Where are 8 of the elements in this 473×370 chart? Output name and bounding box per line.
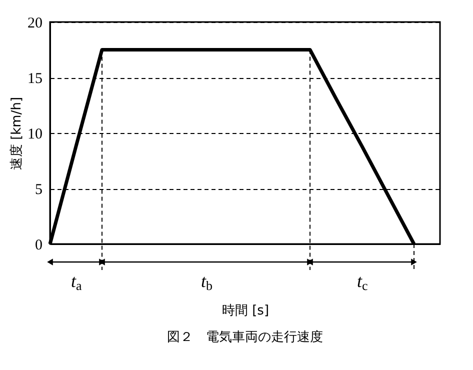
y-tick-label: 20 [28, 16, 42, 32]
y-tick-label: 10 [28, 126, 42, 142]
text: 図２ 電気車両の走行速度 [167, 329, 323, 345]
x-axis-title: 時間 [s] [222, 304, 270, 318]
y-tick-label: 15 [28, 71, 42, 87]
y-tick-label: 0 [35, 238, 42, 254]
y-tick-label: 5 [35, 182, 42, 198]
y-axis-title: 速度 [km/h] [8, 96, 24, 170]
